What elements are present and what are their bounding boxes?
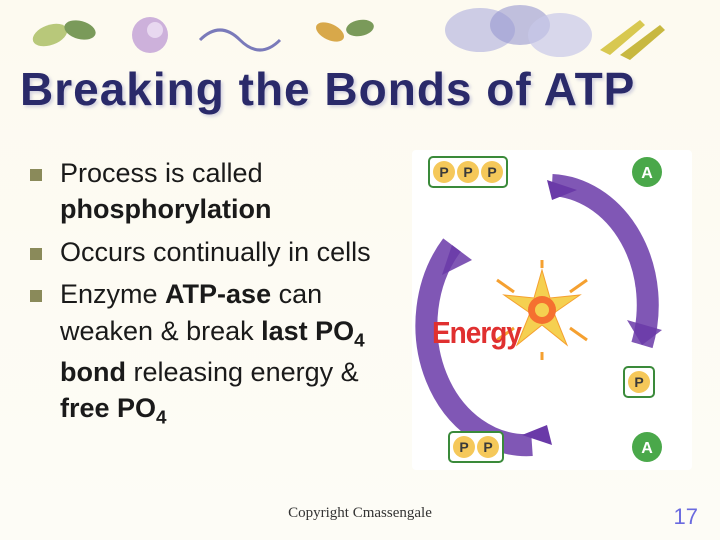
text-bold: ATP-ase [165,279,271,309]
slide-title: Breaking the Bonds of ATP [20,62,700,116]
bullet-text: Process is called phosphorylation [60,155,390,228]
bullet-icon [30,248,42,260]
svg-text:A: A [641,165,653,182]
slide-number: 17 [674,504,698,530]
svg-text:P: P [634,374,643,390]
svg-text:P: P [459,439,468,455]
svg-text:P: P [483,439,492,455]
text-span: bond [60,357,126,387]
subscript: 4 [354,330,365,351]
svg-text:P: P [487,164,496,180]
text-bold: free PO4 [60,393,167,423]
svg-text:Energy: Energy [432,316,522,351]
text-span: Process is called [60,158,263,188]
bullet-icon [30,290,42,302]
svg-text:P: P [463,164,472,180]
bullet-item: Process is called phosphorylation [30,155,390,228]
text-span: free PO [60,393,156,423]
text-span: Enzyme [60,279,165,309]
bullet-item: Enzyme ATP-ase can weaken & break last P… [30,276,390,431]
bullet-text: Enzyme ATP-ase can weaken & break last P… [60,276,390,431]
bullet-icon [30,169,42,181]
atp-cycle-diagram: P P P A P P P A Energy [402,145,702,475]
bullet-list: Process is called phosphorylation Occurs… [30,155,390,437]
svg-text:P: P [439,164,448,180]
text-bold: phosphorylation [60,194,272,224]
text-span: last PO [261,316,354,346]
bullet-text: Occurs continually in cells [60,234,371,270]
decoration-top [0,0,720,70]
text-span: Occurs continually in cells [60,237,371,267]
subscript: 4 [156,407,167,428]
copyright-text: Copyright Cmassengale [0,505,720,522]
svg-text:A: A [641,440,653,457]
bullet-item: Occurs continually in cells [30,234,390,270]
text-span: releasing energy & [126,357,359,387]
